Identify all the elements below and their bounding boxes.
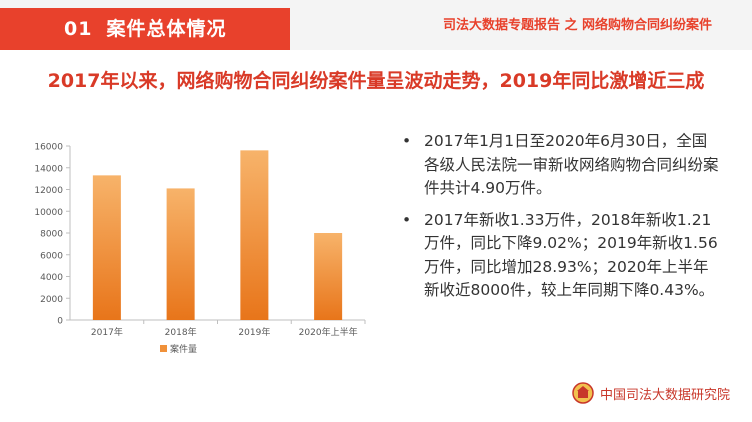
- org-name: 中国司法大数据研究院: [599, 387, 730, 403]
- bullet-dot: •: [402, 210, 412, 229]
- y-tick-label: 6000: [40, 251, 63, 261]
- bullet-text: 2017年1月1日至2020年6月30日，全国各级人民法院一审新收网络购物合同纠…: [424, 132, 719, 197]
- y-tick-label: 16000: [34, 143, 63, 153]
- bullet-item: • 2017年新收1.33万件，2018年新收1.21万件，同比下降9.02%；2…: [400, 209, 720, 303]
- y-tick-label: 0: [57, 317, 63, 327]
- section-number: 01: [64, 18, 93, 40]
- legend-label: 案件量: [170, 343, 197, 355]
- bullet-text: 2017年新收1.33万件，2018年新收1.21万件，同比下降9.02%；20…: [424, 210, 718, 300]
- x-tick-label: 2018年: [165, 326, 197, 338]
- bar: [166, 188, 195, 320]
- legend-swatch: [160, 345, 167, 352]
- section-title: 案件总体情况: [106, 18, 227, 40]
- bar: [240, 150, 269, 320]
- section-tab: 01 案件总体情况: [0, 8, 290, 50]
- x-tick-label: 2017年: [91, 326, 123, 338]
- y-tick-label: 10000: [34, 208, 63, 218]
- bar-chart: 0 2000 4000 6000 8000 10000 12000 14000 16000 201…: [34, 143, 366, 355]
- bullet-list: • 2017年1月1日至2020年6月30日，全国各级人民法院一审新收网络购物合同…: [400, 130, 720, 311]
- page-title: 2017年以来，网络购物合同纠纷案件量呈波动走势，2019年同比激增近三成: [47, 70, 705, 92]
- court-emblem-icon: [572, 382, 594, 404]
- y-tick-label: 14000: [34, 164, 63, 174]
- bullet-item: • 2017年1月1日至2020年6月30日，全国各级人民法院一审新收网络购物合同…: [400, 130, 720, 201]
- x-tick-label: 2019年: [238, 326, 270, 338]
- bullet-dot: •: [402, 132, 412, 150]
- y-tick-label: 12000: [34, 186, 63, 196]
- y-tick-label: 2000: [40, 295, 63, 305]
- bar: [314, 233, 343, 320]
- y-tick-label: 8000: [40, 230, 63, 240]
- x-tick-label: 2020年上半年: [299, 326, 358, 338]
- bar: [92, 175, 121, 320]
- report-name: 司法大数据专题报告 之 网络购物合同纠纷案件: [442, 18, 712, 33]
- y-tick-label: 4000: [40, 273, 63, 283]
- footer: 中国司法大数据研究院: [572, 382, 730, 404]
